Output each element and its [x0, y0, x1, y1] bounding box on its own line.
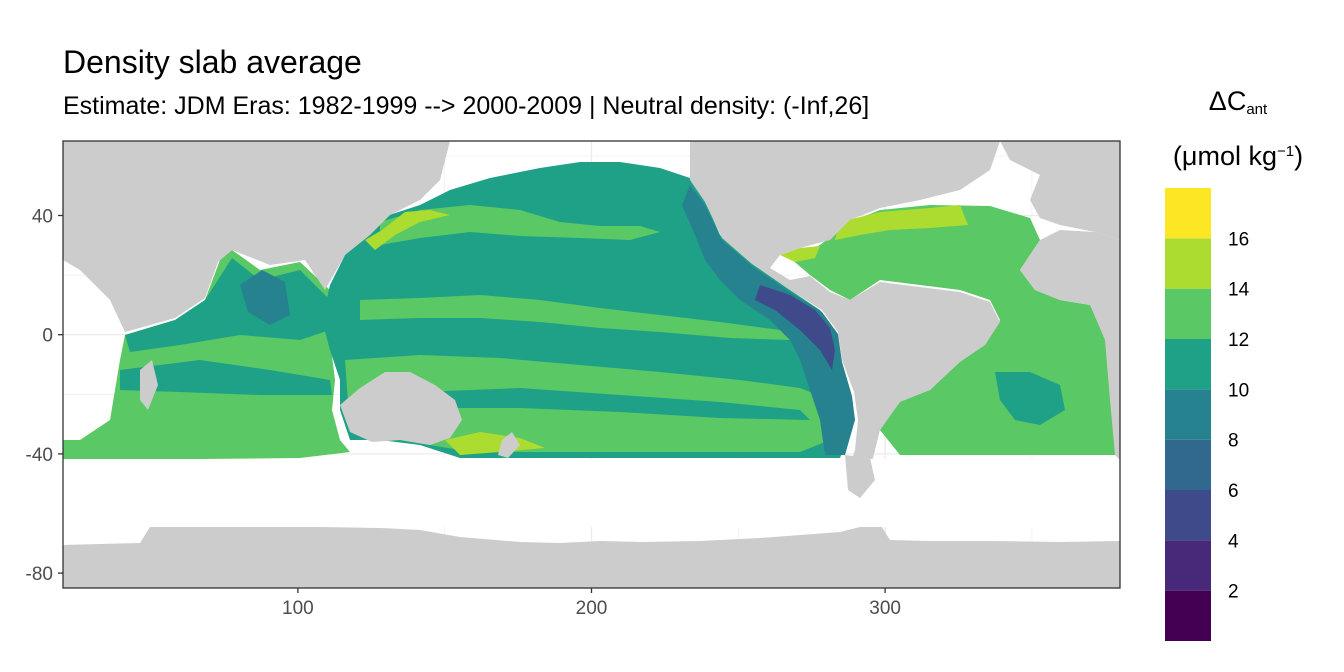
legend-swatch: [1165, 339, 1211, 390]
ocean-indian-band-south: [120, 360, 332, 395]
ocean-pacific-yellow-south: [445, 432, 545, 455]
ocean-pacific-teal-south-band: [420, 388, 810, 420]
land-greenland: [1000, 141, 1120, 240]
land-africa: [1020, 230, 1120, 460]
ocean-bay-bengal: [240, 270, 290, 325]
ocean-atlantic-caribbean-yellow: [780, 246, 820, 262]
legend-swatch: [1165, 540, 1211, 591]
land-tierra-del-fuego: [845, 455, 875, 498]
land-australia: [340, 372, 462, 445]
x-axis: 100 200 300: [282, 588, 901, 619]
plot-subtitle: Estimate: JDM Eras: 1982-1999 --> 2000-2…: [63, 92, 870, 120]
legend-tick-label: 14: [1228, 280, 1250, 301]
unsampled-southern-band: [63, 459, 1120, 527]
land-antarctica: [63, 524, 1120, 588]
ocean-atlantic-teal-patch: [995, 372, 1065, 425]
land-madagascar: [140, 360, 158, 410]
ocean-pacific-low-zone: [755, 285, 835, 370]
legend-swatch: [1165, 590, 1211, 641]
legend-tick-label: 12: [1228, 330, 1249, 351]
legend-swatch: [1165, 288, 1211, 339]
legend-tick-label: 4: [1228, 531, 1239, 552]
legend-tick-label: 8: [1228, 431, 1239, 452]
y-tick-label: -80: [26, 564, 53, 585]
ocean-kuroshio-yellow: [365, 210, 450, 250]
legend-title-symbol: ΔCant: [1208, 86, 1268, 118]
x-tick-label: 200: [576, 598, 608, 619]
legend-swatch: [1165, 238, 1211, 289]
legend-tick-labels: 2 4 6 8 10 12 14 16: [1228, 229, 1250, 602]
legend-tick-label: 16: [1228, 229, 1249, 250]
legend-tick-label: 6: [1228, 481, 1239, 502]
ocean-atlantic-north-yellow: [835, 205, 968, 240]
legend-swatch: [1165, 188, 1211, 239]
legend-tick-label: 2: [1228, 582, 1239, 603]
y-tick-label: 40: [32, 207, 53, 228]
legend-swatch: [1165, 439, 1211, 490]
land-africa-west: [63, 141, 450, 332]
ocean-pacific-eastern-margin: [682, 185, 855, 455]
y-tick-label: 0: [42, 326, 53, 347]
legend-colorbar: [1165, 188, 1211, 641]
x-tick-label: 300: [869, 598, 901, 619]
legend-tick-label: 10: [1228, 380, 1249, 401]
legend-title-unit: (μmol kg−1): [1172, 141, 1304, 171]
land-new-zealand: [498, 432, 520, 458]
legend-swatch: [1165, 490, 1211, 541]
plot-title: Density slab average: [63, 44, 362, 80]
x-tick-label: 100: [282, 598, 314, 619]
land-americas: [690, 141, 1000, 496]
ocean-pacific-green-mid: [360, 295, 790, 340]
y-tick-label: -40: [26, 445, 53, 466]
y-axis: 40 0 -40 -80: [26, 207, 63, 585]
legend-swatch: [1165, 389, 1211, 440]
